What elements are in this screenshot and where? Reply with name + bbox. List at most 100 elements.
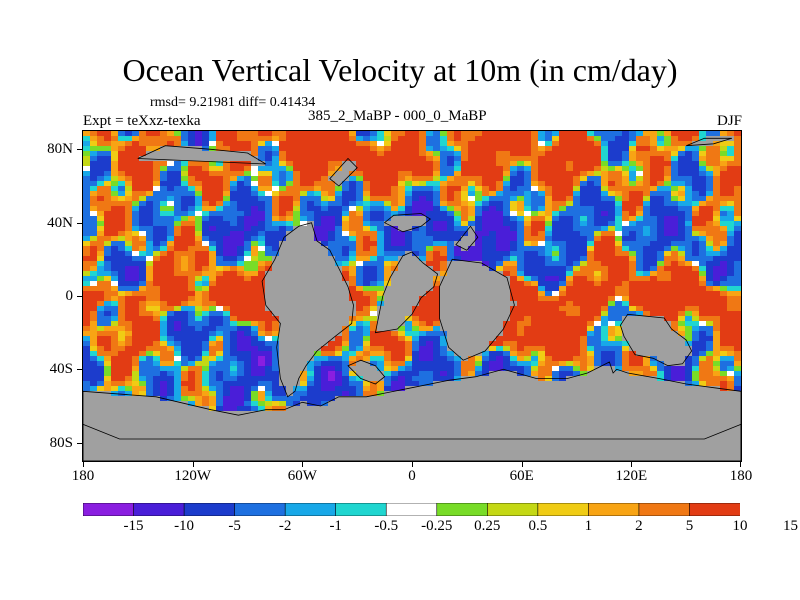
field-cell [405, 306, 413, 312]
field-cell [104, 366, 112, 372]
field-cell [167, 136, 175, 142]
field-cell [538, 221, 546, 227]
field-cell [720, 236, 728, 242]
field-cell [146, 136, 154, 142]
field-cell [587, 186, 595, 192]
field-cell [160, 186, 168, 192]
field-cell [426, 191, 434, 197]
field-cell [125, 236, 133, 242]
field-cell [510, 191, 518, 197]
field-cell [132, 261, 140, 267]
field-cell [125, 166, 133, 172]
field-cell [727, 361, 735, 367]
field-cell [636, 316, 644, 322]
field-cell [706, 351, 714, 357]
field-cell [230, 296, 238, 302]
field-cell [293, 266, 301, 272]
field-cell [713, 311, 721, 317]
field-cell [405, 231, 413, 237]
field-cell [139, 181, 147, 187]
field-cell [699, 381, 707, 387]
field-cell [734, 271, 741, 277]
field-cell [517, 361, 525, 367]
field-cell [713, 386, 721, 392]
field-cell [83, 151, 91, 157]
field-cell [482, 201, 490, 207]
field-cell [580, 171, 588, 177]
field-cell [468, 216, 476, 222]
field-cell [293, 191, 301, 197]
field-cell [685, 211, 693, 217]
field-cell [370, 201, 378, 207]
field-cell [300, 226, 308, 232]
field-cell [118, 256, 126, 262]
field-cell [118, 196, 126, 202]
field-cell [279, 246, 287, 252]
field-cell [237, 311, 245, 317]
field-cell [139, 296, 147, 302]
field-cell [118, 391, 126, 397]
field-cell [524, 341, 532, 347]
field-cell [468, 181, 476, 187]
field-cell [461, 176, 469, 182]
field-cell [398, 231, 406, 237]
field-cell [132, 311, 140, 317]
field-cell [377, 381, 385, 387]
field-cell [489, 216, 497, 222]
field-cell [90, 226, 98, 232]
field-cell [195, 306, 203, 312]
field-cell [181, 151, 189, 157]
field-cell [706, 206, 714, 212]
field-cell [692, 341, 700, 347]
field-cell [699, 161, 707, 167]
field-cell [153, 221, 161, 227]
field-cell [391, 381, 399, 387]
field-cell [97, 276, 105, 282]
field-cell [475, 391, 483, 397]
field-cell [363, 286, 371, 292]
field-cell [545, 181, 553, 187]
field-cell [489, 151, 497, 157]
field-cell [629, 161, 637, 167]
field-cell [636, 131, 644, 137]
field-cell [377, 141, 385, 147]
field-cell [125, 346, 133, 352]
field-cell [608, 151, 616, 157]
field-cell [426, 356, 434, 362]
field-cell [279, 186, 287, 192]
field-cell [517, 291, 525, 297]
field-cell [447, 201, 455, 207]
field-cell [671, 356, 679, 362]
field-cell [398, 271, 406, 277]
field-cell [118, 186, 126, 192]
field-cell [209, 281, 217, 287]
field-cell [139, 346, 147, 352]
field-cell [195, 216, 203, 222]
field-cell [706, 221, 714, 227]
field-cell [517, 171, 525, 177]
field-cell [615, 196, 623, 202]
field-cell [440, 146, 448, 152]
field-cell [475, 271, 483, 277]
field-cell [230, 371, 238, 377]
field-cell [412, 286, 420, 292]
field-cell [538, 186, 546, 192]
field-cell [713, 306, 721, 312]
field-cell [440, 151, 448, 157]
field-cell [489, 196, 497, 202]
field-cell [594, 321, 602, 327]
field-cell [314, 276, 322, 282]
field-cell [405, 286, 413, 292]
field-cell [545, 346, 553, 352]
field-cell [181, 211, 189, 217]
field-cell [629, 321, 637, 327]
field-cell [90, 241, 98, 247]
field-cell [517, 216, 525, 222]
field-cell [650, 256, 658, 262]
field-cell [139, 166, 147, 172]
field-cell [503, 161, 511, 167]
field-cell [181, 311, 189, 317]
field-cell [475, 386, 483, 392]
field-cell [202, 391, 210, 397]
field-cell [545, 261, 553, 267]
